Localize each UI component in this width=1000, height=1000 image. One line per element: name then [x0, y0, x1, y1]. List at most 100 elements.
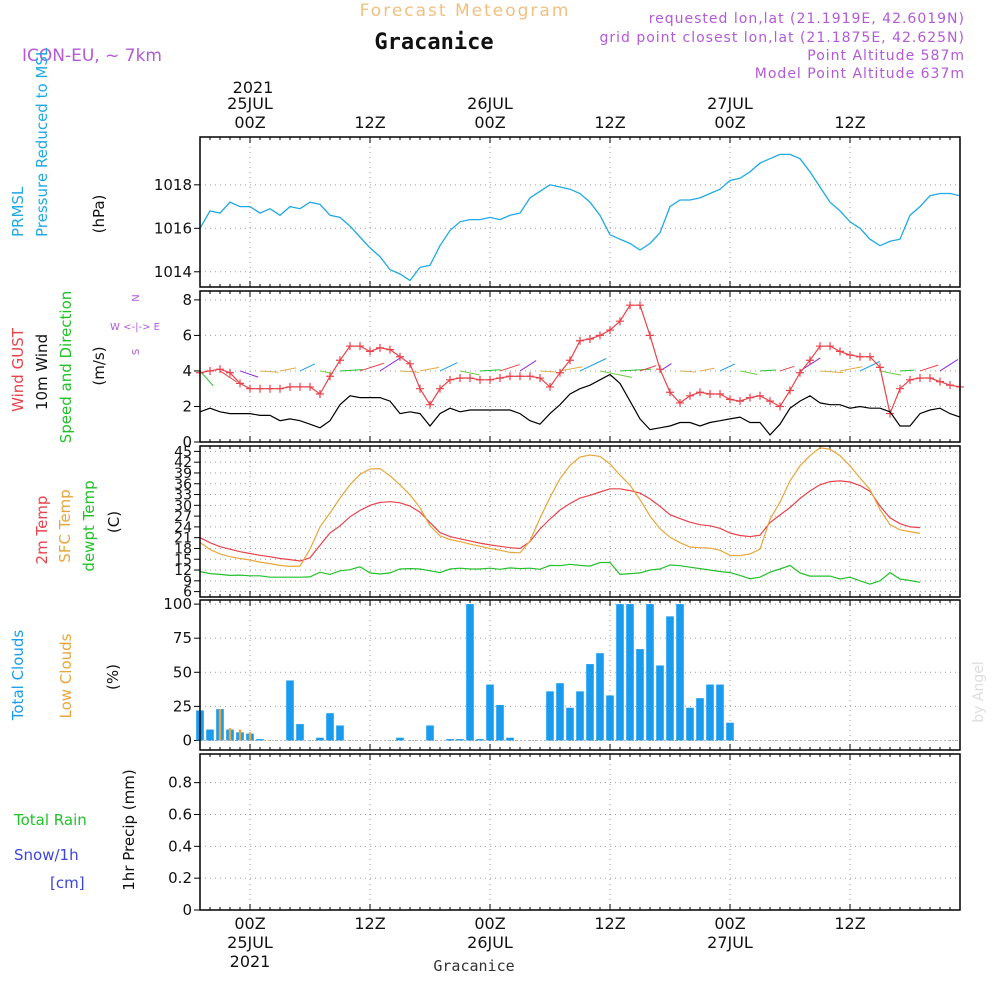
total-cloud-bar [556, 683, 564, 741]
bottom-time-label: 12Z [834, 914, 865, 933]
y-tick-label: 2 [182, 397, 192, 415]
y-tick-label: 50 [173, 663, 192, 681]
gust-point [446, 375, 454, 384]
info-line-4: Model Point Altitude 637m [755, 66, 965, 82]
wind-direction-arrow [319, 370, 334, 375]
gust-point [896, 384, 904, 393]
precip-side-labels: Total Rain Snow/1h [cm] 1hr Precip (mm) [13, 769, 138, 892]
y-tick-label: 39 [174, 466, 192, 482]
gust-point [636, 301, 644, 310]
total-cloud-bar [286, 680, 294, 741]
gust-point [206, 366, 214, 375]
total-cloud-bar [456, 739, 464, 741]
dew-label: dewpt Temp [80, 480, 98, 571]
gust-point [216, 365, 224, 374]
compass-s: S [131, 349, 142, 355]
y-tick-label: 33 [174, 488, 192, 504]
panel-frame [199, 753, 961, 911]
gust-point [686, 391, 694, 400]
top-time-label: 12Z [594, 113, 625, 132]
wind-direction-arrow [259, 370, 279, 373]
wind-direction-arrow [219, 370, 237, 383]
y-tick-label: 4 [182, 362, 192, 380]
prmsl-label: PRMSL Pressure Reduced to MSL [9, 47, 51, 237]
y-tick-label: 12 [174, 563, 192, 579]
gust-point [406, 359, 414, 368]
bottom-time-label: 12Z [354, 914, 385, 933]
gust-point [426, 400, 434, 409]
gust-point [746, 393, 754, 402]
y-tick-label: 24 [174, 520, 192, 536]
gust-point [556, 368, 564, 377]
gust-point [536, 374, 544, 383]
y-tick-label: 75 [173, 629, 192, 647]
panels: 1014101610180246869121518212427303336394… [154, 136, 964, 919]
y-tick-label: 9 [183, 574, 192, 590]
gust-point [356, 342, 364, 351]
wind-direction-arrow [459, 370, 480, 376]
gust-point [846, 350, 854, 359]
top-time-label: 12Z [354, 113, 385, 132]
compass-we: W <-|-> E [110, 322, 160, 333]
total-cloud-bar [626, 604, 634, 741]
gust-point [496, 374, 504, 383]
panel-clouds: 0 25 50 75 100 [163, 595, 961, 751]
gust-point [576, 336, 584, 345]
total-cloud-bar [666, 616, 674, 741]
pressure-side-labels: PRMSL Pressure Reduced to MSL (hPa) [9, 47, 108, 237]
cloud-side-labels: Total Clouds Low Clouds (%) [9, 630, 122, 722]
wind-direction-arrow [359, 362, 385, 372]
gust-point [916, 374, 924, 383]
wind-direction-arrow [479, 369, 501, 372]
total-cloud-bar [296, 724, 304, 741]
gust-point [856, 352, 864, 361]
wind-series-line [199, 373, 961, 436]
gust-point [376, 343, 384, 352]
wind-direction-arrow [579, 358, 607, 372]
total-cloud-bar [506, 737, 514, 741]
top-time-label: 00Z [714, 113, 745, 132]
panel-pressure: 1014 1016 1018 [154, 136, 961, 288]
panel-wind: 0 2 4 6 8 [182, 290, 964, 451]
total-cloud-bar [466, 604, 474, 741]
y-tick-label: 27 [174, 509, 192, 525]
gust-point [466, 374, 474, 383]
gust-point [706, 390, 714, 399]
cloud-unit: (%) [104, 664, 122, 690]
y-tick-label: 21 [174, 531, 192, 547]
gust-point [256, 384, 264, 393]
gust-point [506, 372, 514, 381]
total-cloud-bar [426, 725, 434, 741]
gust-point [676, 398, 684, 407]
gust-point [306, 382, 314, 391]
y-tick-label: 6 [183, 585, 192, 601]
wind-direction-arrow [659, 363, 672, 372]
wind-dir-label: Speed and Direction [57, 291, 75, 444]
wind-direction-arrow [399, 370, 420, 373]
gust-point [866, 352, 874, 361]
compass-rose: N W <-|-> E S [110, 294, 160, 355]
total-cloud-bar [686, 707, 694, 741]
gust-point [456, 374, 464, 383]
gust-point [766, 397, 774, 406]
gust-point [946, 381, 954, 390]
wind-direction-arrow [719, 363, 736, 372]
total-cloud-bar [676, 604, 684, 741]
bottom-time-label: 2021 [230, 952, 271, 971]
top-time-label: 00Z [474, 113, 505, 132]
info-line-2: grid point closest lon,lat (21.1875E, 42… [599, 30, 965, 46]
top-time-label: 27JUL [707, 94, 753, 113]
top-time-label: 00Z [234, 113, 265, 132]
total-cloud-bar [206, 729, 214, 741]
panel-frame [199, 445, 961, 598]
total-cloud-bar [576, 691, 584, 741]
y-tick-label: 15 [174, 552, 192, 568]
y-tick-label: 0.6 [168, 805, 192, 823]
label-line: Pressure Reduced to MSL [33, 47, 51, 237]
gust-point [806, 356, 814, 365]
gust-series-line [199, 304, 961, 416]
bottom-time-label: 12Z [594, 914, 625, 933]
wind-direction-arrow [339, 369, 363, 372]
t2m-label: 2m Temp [33, 496, 51, 565]
wind-direction-arrow [539, 370, 555, 373]
